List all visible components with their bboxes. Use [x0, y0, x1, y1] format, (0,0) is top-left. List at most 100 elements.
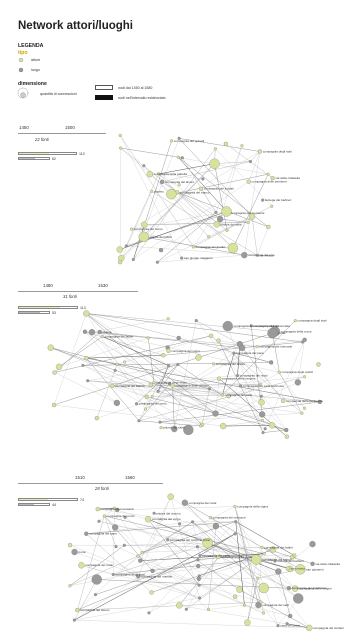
- network-edge: [69, 545, 125, 586]
- actor-node: [316, 362, 321, 367]
- network-edge: [98, 521, 276, 562]
- network-edge: [171, 174, 269, 195]
- actor-node: [130, 227, 134, 231]
- node-label: compagnia degli stati: [115, 573, 144, 577]
- network-edge: [50, 347, 210, 389]
- place-node: [82, 329, 88, 334]
- actor-node: [100, 334, 104, 338]
- network-edge: [97, 507, 115, 510]
- actor-node: [68, 584, 72, 588]
- network-edge: [77, 559, 199, 611]
- network-edge: [197, 546, 290, 589]
- actor-node: [262, 552, 266, 556]
- node-label: compagnia dei notai: [240, 374, 268, 378]
- place-node: [259, 394, 263, 398]
- actor-bar-fill: [19, 307, 60, 308]
- place-node: [310, 561, 315, 567]
- network-edge: [199, 549, 274, 576]
- network-edge: [272, 333, 280, 373]
- network-edge: [157, 216, 253, 263]
- node-label: compagnia della pietà: [221, 555, 251, 559]
- place-node: [294, 379, 302, 386]
- network-edge: [208, 526, 217, 610]
- network-edge: [161, 181, 221, 220]
- node-label: compagnia del pane: [236, 351, 264, 355]
- network-edge: [86, 521, 236, 534]
- network-edge: [158, 173, 203, 180]
- place-node: [207, 387, 212, 391]
- node-label: piazza dei santi: [163, 426, 185, 430]
- network-edge: [220, 218, 249, 223]
- network-edge: [163, 341, 303, 356]
- actor-node: [166, 317, 170, 321]
- place-node: [113, 399, 121, 407]
- node-label: piazza del duomo: [156, 511, 181, 515]
- place-node: [198, 553, 202, 558]
- place-node: [115, 507, 120, 513]
- network-edge: [54, 335, 212, 373]
- actor-node: [306, 624, 313, 632]
- node-label: compagnia del marco: [180, 190, 210, 194]
- place-count-value: 62: [52, 156, 56, 161]
- actor-node: [150, 189, 154, 193]
- actor-node: [300, 411, 304, 415]
- node-label: porta: [78, 550, 85, 554]
- actor-node: [115, 362, 119, 366]
- place-node: [284, 427, 289, 433]
- network-edge: [120, 147, 183, 158]
- place-node: [86, 379, 90, 383]
- node-label: compagnia degli stati: [263, 150, 292, 154]
- actor-node: [166, 348, 171, 353]
- place-node: [91, 574, 102, 585]
- network-edge: [182, 157, 217, 213]
- network-edge: [112, 385, 148, 398]
- legend-interval-nodes-label: nodi nell'intervallo evidenziato: [118, 96, 166, 100]
- actor-node: [138, 231, 149, 242]
- place-count-value: 53: [52, 310, 56, 315]
- network-edge: [208, 605, 245, 610]
- network-edge: [210, 335, 303, 414]
- network-edge: [99, 331, 280, 373]
- network-edge: [98, 521, 257, 560]
- place-count-bar: [18, 311, 50, 314]
- network-edge: [242, 347, 284, 401]
- network-edge: [158, 163, 215, 175]
- place-node: [214, 210, 218, 214]
- node-label: compagnia del porto: [139, 402, 167, 406]
- legend-type-heading: tipo: [18, 50, 28, 56]
- network-edge: [271, 362, 305, 409]
- actor-node: [216, 338, 221, 343]
- actor-node: [292, 585, 299, 592]
- actor-node: [202, 537, 213, 549]
- network-edge: [74, 525, 216, 621]
- actor-node: [293, 319, 297, 323]
- actor-node: [117, 259, 123, 265]
- actor-count-bar: [18, 498, 78, 501]
- node-label: compagnia dell'annunciata: [253, 324, 290, 328]
- place-node: [176, 362, 180, 366]
- network-edge: [218, 378, 288, 437]
- network-edge: [119, 163, 215, 263]
- network-edge: [239, 589, 310, 629]
- network-edge: [119, 148, 121, 263]
- network-edge: [86, 313, 275, 332]
- place-bar-fill: [19, 504, 34, 505]
- actor-node: [149, 590, 154, 595]
- sources-count: 22 fonti: [35, 137, 49, 142]
- network-edge: [201, 388, 210, 425]
- network-edge: [84, 331, 175, 430]
- actor-node: [266, 172, 270, 176]
- place-node: [249, 324, 253, 328]
- place-count-bar: [18, 503, 50, 506]
- network-edge: [199, 533, 236, 556]
- place-node: [194, 319, 198, 323]
- network-edge: [148, 585, 200, 613]
- network-edge: [279, 372, 303, 414]
- actor-node: [270, 175, 275, 181]
- place-node: [134, 402, 139, 406]
- actor-node: [221, 206, 232, 217]
- actor-node: [260, 418, 265, 423]
- network-graph-2: compagnia dei santi compagnia dei mercant…: [47, 310, 327, 439]
- actor-node: [268, 422, 276, 429]
- network-edge: [244, 605, 291, 617]
